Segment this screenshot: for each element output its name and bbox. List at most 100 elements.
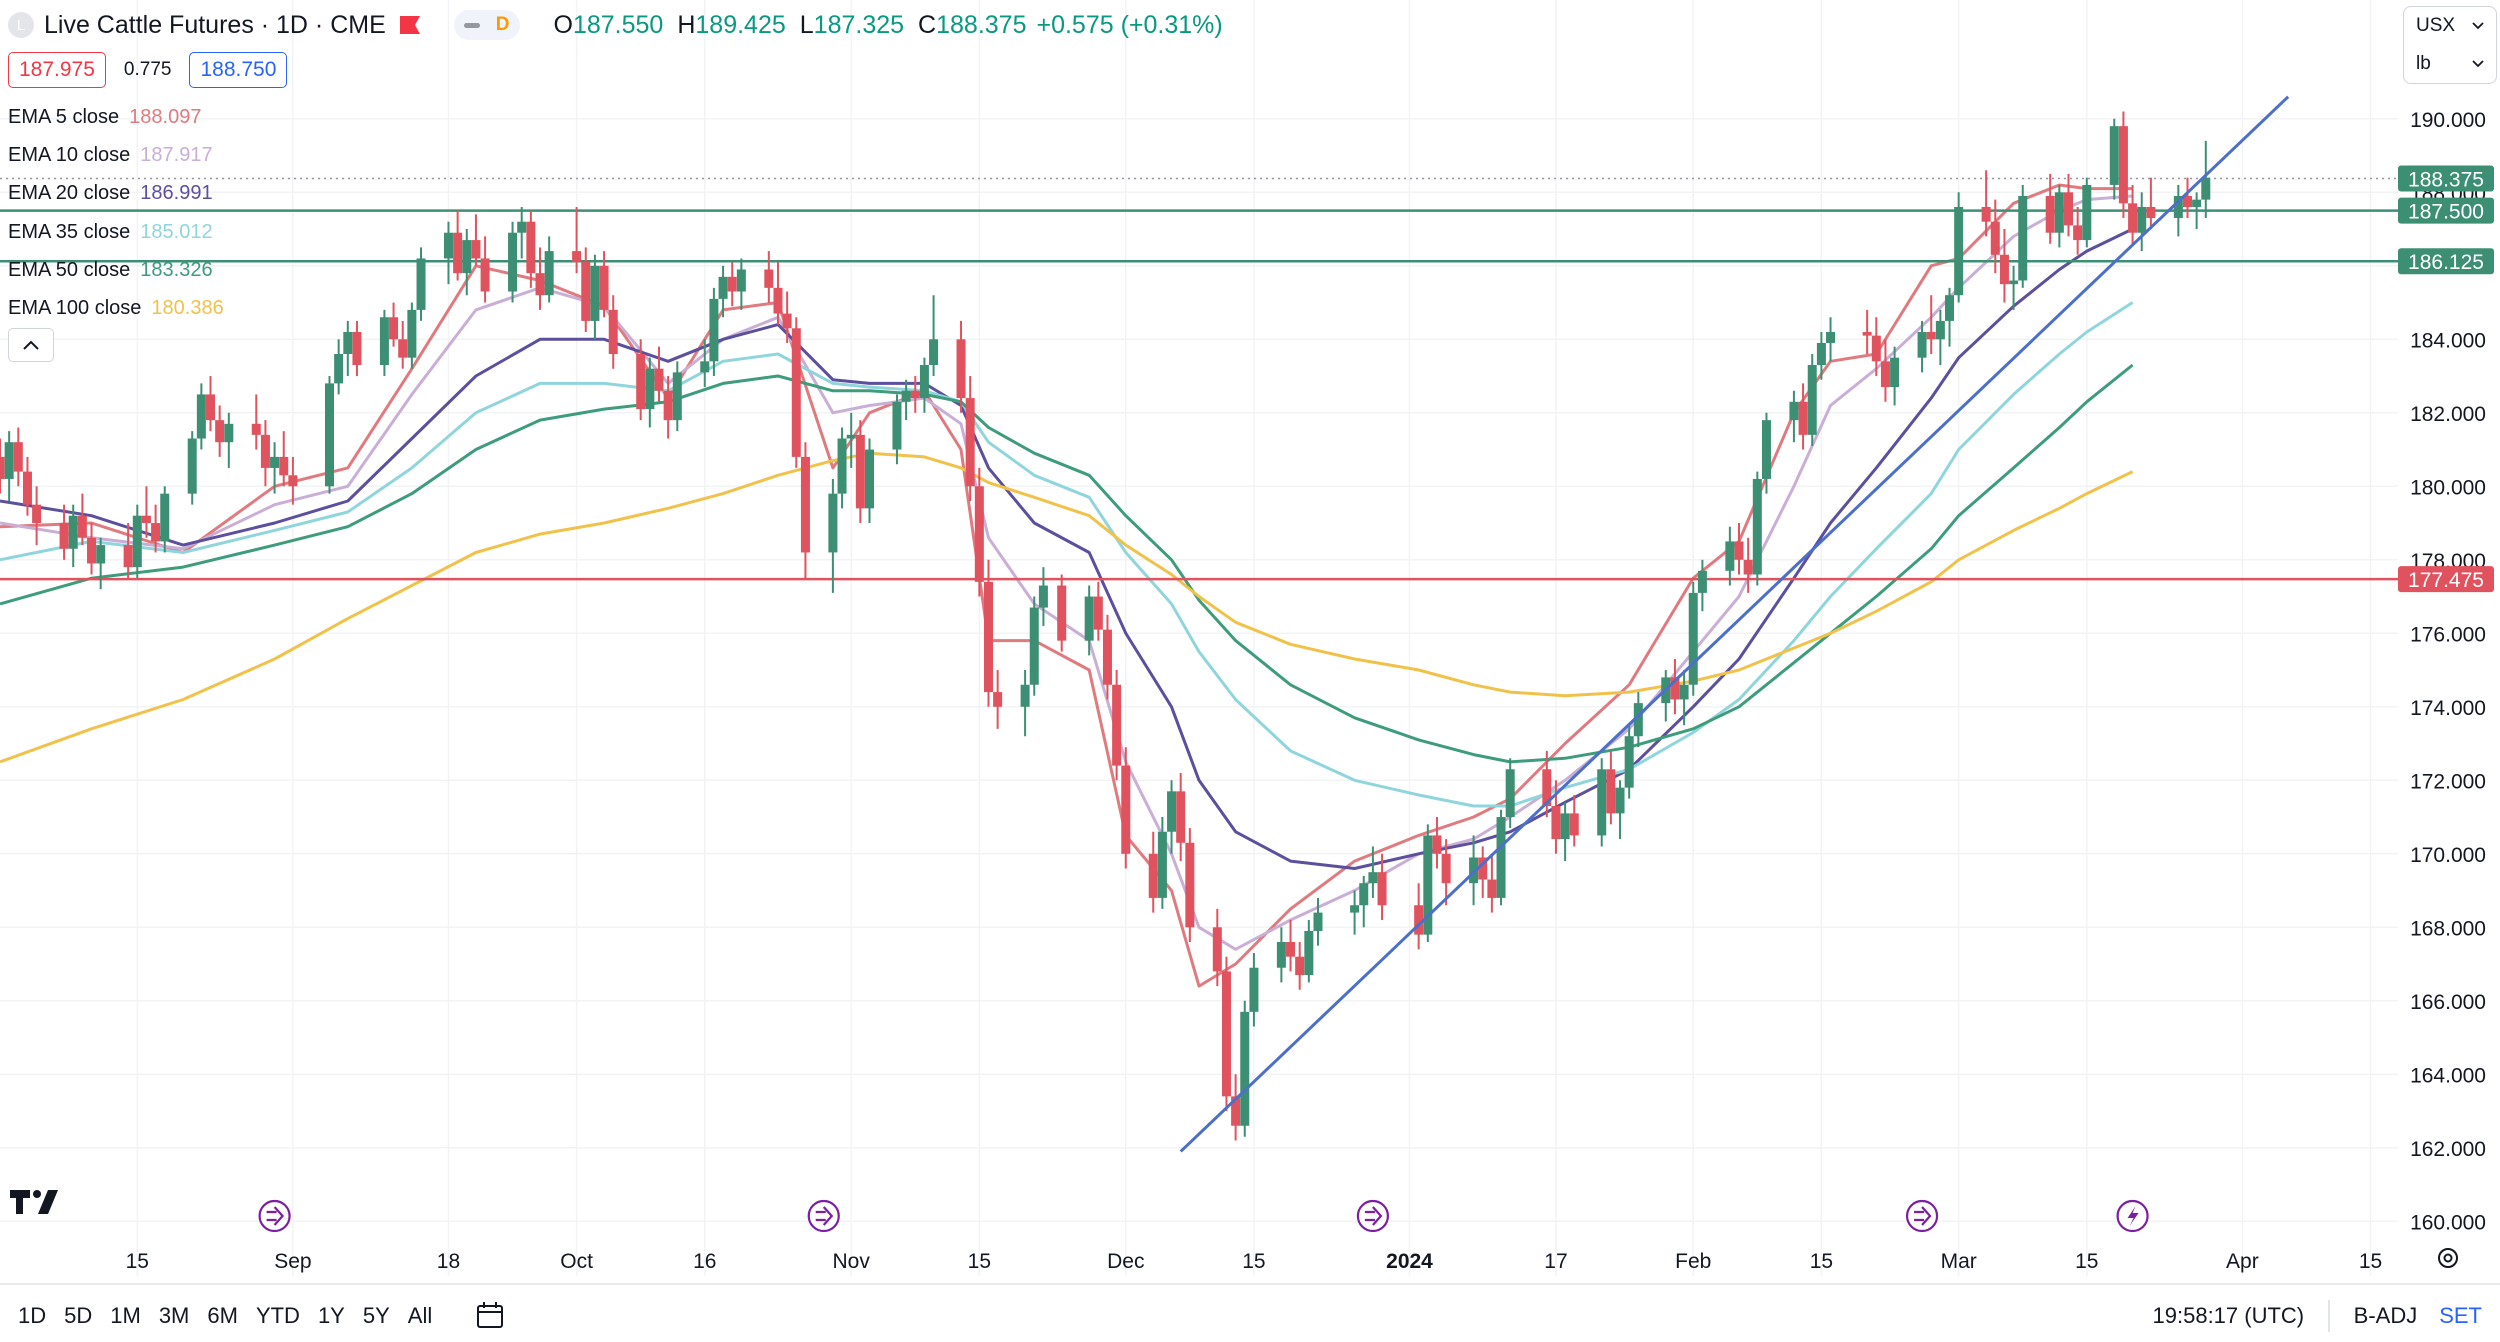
chart-title[interactable]: Live Cattle Futures · 1D · CME	[44, 10, 386, 39]
x-tick-label: Mar	[1941, 1250, 1977, 1273]
candle-body	[983, 581, 993, 693]
candle-body	[855, 434, 865, 509]
indicator-row[interactable]: EMA 35 close 185.012	[8, 213, 224, 251]
timeframe-button[interactable]: All	[407, 1303, 433, 1328]
tradingview-logo[interactable]	[10, 1188, 62, 1214]
candle-body	[1551, 806, 1561, 840]
red-flag-icon[interactable]	[399, 16, 420, 34]
candle-body	[141, 515, 151, 524]
candle-body	[1615, 787, 1625, 814]
timeframe-button[interactable]: YTD	[255, 1303, 300, 1328]
market-status-pill[interactable]: D	[453, 10, 520, 40]
calendar-range-icon[interactable]	[474, 1299, 508, 1333]
candle-body	[379, 317, 389, 366]
lightning-event-icon[interactable]	[2116, 1199, 2149, 1233]
ask-price-button[interactable]: 188.750	[189, 52, 288, 88]
timeframe-button[interactable]: 6M	[207, 1303, 238, 1328]
unit-select[interactable]: lb	[2404, 45, 2496, 83]
candle-body	[1084, 596, 1094, 641]
candle-body	[2054, 192, 2064, 233]
price-tag[interactable]	[2398, 566, 2494, 593]
candle-body	[1157, 831, 1167, 898]
candle-body	[1368, 872, 1378, 884]
bid-price-button[interactable]: 187.975	[8, 52, 106, 88]
x-tick-label: Nov	[833, 1250, 871, 1273]
price-tag[interactable]	[2398, 197, 2494, 224]
candle-body	[736, 269, 746, 292]
x-tick-label: 18	[437, 1250, 460, 1273]
candle-body	[224, 423, 234, 443]
timeframe-button[interactable]: 5D	[64, 1303, 93, 1328]
settings-gear-icon[interactable]	[2434, 1244, 2462, 1272]
candle-body	[1633, 703, 1643, 737]
timeframe-button[interactable]: 1D	[18, 1303, 47, 1328]
rollover-event-icon[interactable]	[807, 1199, 840, 1233]
candle-body	[773, 287, 783, 314]
candle-body	[279, 456, 289, 476]
candle-body	[1807, 365, 1817, 435]
candle-body	[2128, 203, 2138, 233]
indicator-label: EMA 20 close	[8, 182, 131, 205]
rollover-event-icon[interactable]	[1905, 1199, 1939, 1233]
indicator-row[interactable]: EMA 10 close 187.917	[8, 136, 224, 174]
price-tag-label: 187.500	[2408, 201, 2484, 224]
candle-body	[96, 545, 106, 564]
price-tag-label: 188.375	[2408, 169, 2484, 192]
settlement-toggle[interactable]: SET	[2439, 1303, 2482, 1328]
indicator-legend: EMA 5 close 188.097 EMA 10 close 187.917 EMA…	[8, 98, 224, 328]
timeframe-button[interactable]: 1Y	[317, 1303, 345, 1328]
indicator-row[interactable]: EMA 20 close 186.991	[8, 175, 224, 213]
timeframe-button[interactable]: 3M	[158, 1303, 190, 1328]
candle-body	[718, 276, 728, 299]
timeframe-button[interactable]: 1M	[110, 1303, 141, 1328]
price-tag-label: 177.475	[2408, 569, 2484, 592]
candle-body	[1926, 331, 1936, 340]
candle-body	[1102, 629, 1112, 685]
trend-line[interactable]	[1179, 95, 2290, 1153]
indicator-row[interactable]: EMA 5 close 188.097	[8, 98, 224, 136]
candle-body	[1981, 207, 1991, 222]
utc-clock[interactable]: 19:58:17 (UTC)	[2152, 1303, 2305, 1328]
candle-body	[1670, 677, 1680, 700]
y-tick-label: 164.000	[2410, 1064, 2486, 1087]
x-tick-label: 17	[1544, 1250, 1567, 1273]
ema-line	[0, 194, 2133, 951]
indicator-row[interactable]: EMA 100 close 180.386	[8, 289, 224, 327]
price-tag-label: 186.125	[2408, 251, 2484, 274]
candle-body	[544, 251, 554, 296]
candle-body	[892, 401, 902, 450]
collapse-legend-button[interactable]	[8, 328, 54, 362]
candle-body	[1212, 927, 1222, 972]
candle-body	[526, 221, 536, 274]
candle-body	[709, 298, 719, 362]
price-tag[interactable]	[2398, 165, 2494, 192]
rollover-event-icon[interactable]	[1356, 1199, 1390, 1233]
candle-body	[215, 420, 225, 443]
price-tag[interactable]	[2398, 248, 2494, 275]
currency-select[interactable]: USX	[2404, 7, 2496, 45]
currency-unit-selector[interactable]: USX lb	[2403, 6, 2497, 84]
candle-body	[1414, 905, 1424, 935]
candle-body	[1505, 769, 1515, 818]
candle-body	[352, 331, 362, 366]
chart-header: L Live Cattle Futures · 1D · CME D O187.…	[8, 8, 1233, 42]
candle-body	[123, 545, 133, 568]
candle-body	[87, 537, 97, 564]
candle-body	[260, 434, 270, 468]
candle-body	[1240, 1011, 1250, 1126]
adjustment-toggle[interactable]: B-ADJ	[2353, 1303, 2418, 1328]
candle-body	[1304, 930, 1314, 976]
candle-body	[1597, 769, 1607, 836]
candle-body	[1121, 765, 1131, 854]
candle-body	[1624, 736, 1634, 788]
candle-body	[2009, 280, 2019, 285]
timeframe-button[interactable]: 5Y	[362, 1303, 390, 1328]
candle-body	[764, 269, 774, 288]
symbol-icon: L	[8, 12, 34, 38]
candle-body	[334, 354, 344, 384]
rollover-event-icon[interactable]	[258, 1199, 291, 1233]
indicator-row[interactable]: EMA 50 close 183.326	[8, 251, 224, 289]
candle-body	[59, 523, 69, 549]
candle-body	[471, 240, 481, 259]
